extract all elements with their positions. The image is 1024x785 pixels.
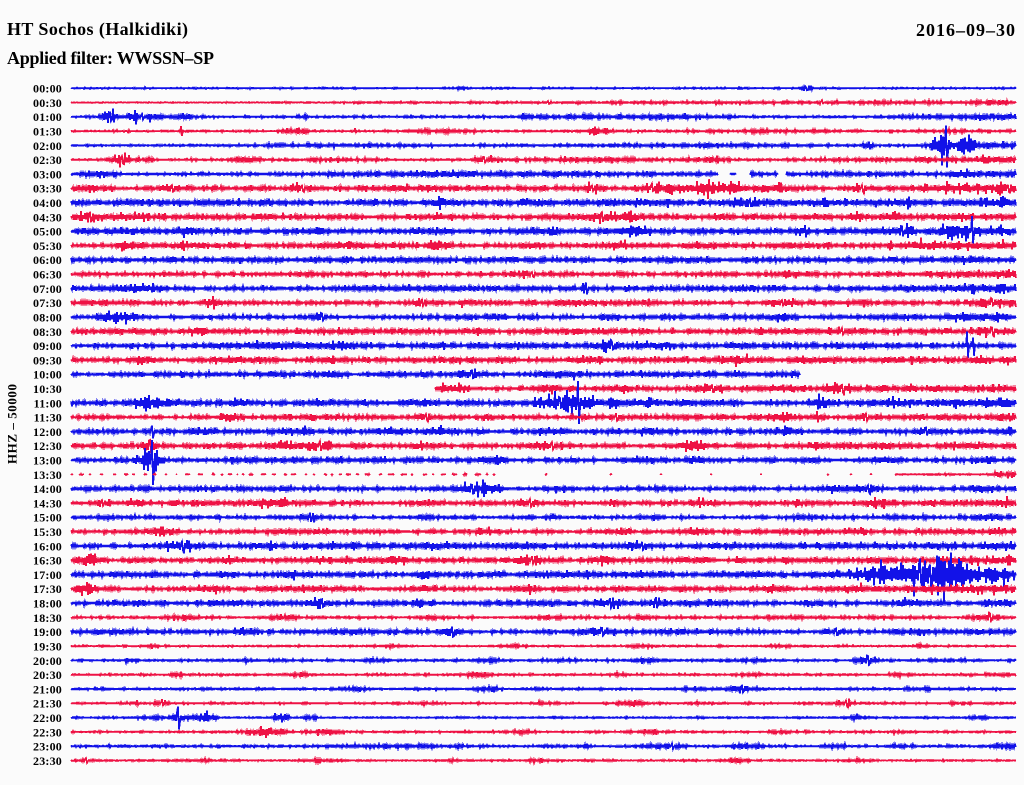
svg-text:14:00: 14:00 [33, 482, 62, 496]
svg-text:21:30: 21:30 [33, 697, 62, 711]
svg-text:01:30: 01:30 [33, 125, 62, 139]
svg-text:23:00: 23:00 [33, 740, 62, 754]
svg-text:22:00: 22:00 [33, 711, 62, 725]
svg-text:19:00: 19:00 [33, 625, 62, 639]
svg-text:06:30: 06:30 [33, 268, 62, 282]
svg-text:10:00: 10:00 [33, 368, 62, 382]
svg-text:18:00: 18:00 [33, 597, 62, 611]
svg-text:09:00: 09:00 [33, 339, 62, 353]
svg-text:16:00: 16:00 [33, 539, 62, 553]
svg-text:17:00: 17:00 [33, 568, 62, 582]
svg-text:11:30: 11:30 [34, 411, 62, 425]
svg-text:12:30: 12:30 [33, 439, 62, 453]
svg-text:10:30: 10:30 [33, 382, 62, 396]
svg-text:18:30: 18:30 [33, 611, 62, 625]
svg-text:HHZ – 50000: HHZ – 50000 [5, 384, 20, 464]
svg-text:15:30: 15:30 [33, 525, 62, 539]
svg-text:22:30: 22:30 [33, 725, 62, 739]
svg-text:03:00: 03:00 [33, 167, 62, 181]
svg-text:17:30: 17:30 [33, 582, 62, 596]
svg-text:04:00: 04:00 [33, 196, 62, 210]
svg-text:12:00: 12:00 [33, 425, 62, 439]
svg-text:15:00: 15:00 [33, 511, 62, 525]
svg-text:07:30: 07:30 [33, 296, 62, 310]
svg-text:13:00: 13:00 [33, 454, 62, 468]
svg-text:02:30: 02:30 [33, 153, 62, 167]
svg-text:13:30: 13:30 [33, 468, 62, 482]
svg-text:09:30: 09:30 [33, 353, 62, 367]
svg-text:21:00: 21:00 [33, 682, 62, 696]
svg-text:00:00: 00:00 [33, 82, 62, 96]
svg-text:03:30: 03:30 [33, 182, 62, 196]
svg-text:Applied filter: WWSSN–SP: Applied filter: WWSSN–SP [7, 48, 214, 68]
svg-text:19:30: 19:30 [33, 640, 62, 654]
svg-text:HT Sochos (Halkidiki): HT Sochos (Halkidiki) [7, 19, 188, 40]
svg-text:07:00: 07:00 [33, 282, 62, 296]
svg-text:11:00: 11:00 [34, 396, 62, 410]
svg-text:05:00: 05:00 [33, 225, 62, 239]
svg-text:08:30: 08:30 [33, 325, 62, 339]
svg-text:02:00: 02:00 [33, 139, 62, 153]
svg-text:20:00: 20:00 [33, 654, 62, 668]
svg-text:06:00: 06:00 [33, 253, 62, 267]
svg-text:05:30: 05:30 [33, 239, 62, 253]
svg-text:01:00: 01:00 [33, 110, 62, 124]
svg-text:00:30: 00:30 [33, 96, 62, 110]
svg-text:23:30: 23:30 [33, 754, 62, 768]
svg-text:2016–09–30: 2016–09–30 [916, 20, 1015, 40]
svg-text:20:30: 20:30 [33, 668, 62, 682]
svg-text:16:30: 16:30 [33, 554, 62, 568]
svg-text:08:00: 08:00 [33, 311, 62, 325]
svg-text:14:30: 14:30 [33, 496, 62, 510]
svg-text:04:30: 04:30 [33, 210, 62, 224]
